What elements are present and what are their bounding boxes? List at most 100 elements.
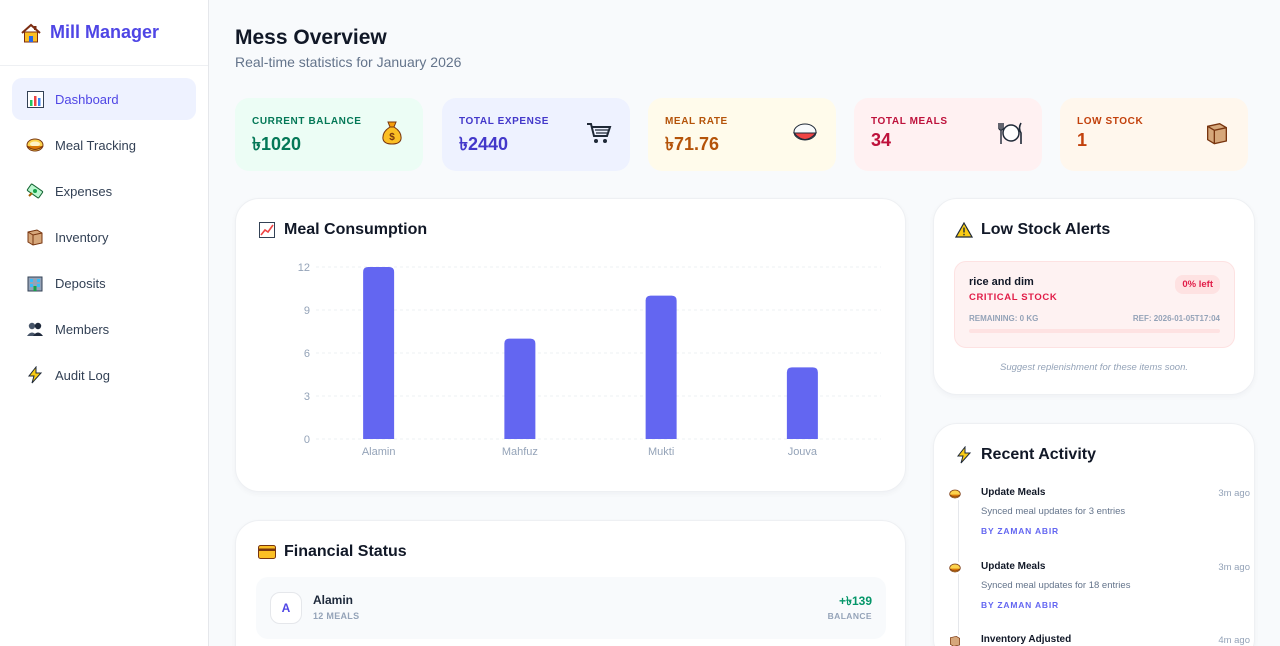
low-stock-hint: Suggest replenishment for these items so…: [1000, 362, 1188, 373]
rice-bowl-icon: [792, 120, 818, 146]
box-icon: [26, 228, 44, 246]
cutlery-icon: [998, 120, 1024, 146]
meal-chart-title: Meal Consumption: [284, 221, 428, 238]
bar-mahfuz[interactable]: [504, 338, 536, 439]
y-tick-label: 6: [304, 348, 310, 360]
stat-value: 1: [1077, 130, 1088, 150]
money-icon: [26, 182, 44, 200]
alert-meta: REMAINING: 0 KG REF: 2026-01-05T17:04: [969, 314, 1220, 323]
stat-card-current-balance: Current Balance ৳1020 $: [235, 98, 423, 171]
sidebar-item-label: Members: [55, 321, 110, 337]
box-icon: [1204, 120, 1230, 146]
stat-value: ৳2440: [459, 134, 509, 154]
member-meals: 12 MEALS: [313, 611, 360, 621]
bank-icon: [26, 274, 44, 292]
stat-label: Current Balance: [252, 116, 362, 127]
activity-title: Update Meals: [981, 487, 1046, 498]
people-icon: [26, 320, 44, 338]
sidebar-item-audit-log[interactable]: Audit Log: [12, 354, 196, 396]
sidebar-nav: Dashboard Meal Tracking Expenses Invento…: [0, 66, 208, 396]
svg-text:$: $: [389, 132, 395, 143]
sidebar-item-members[interactable]: Members: [12, 308, 196, 350]
bar-alamin[interactable]: [363, 267, 395, 439]
sidebar-item-label: Audit Log: [55, 367, 110, 383]
page-subtitle: Real-time statistics for January 2026: [235, 54, 462, 70]
sidebar-item-label: Expenses: [55, 183, 113, 199]
stat-card-low-stock: Low Stock 1: [1060, 98, 1248, 171]
activity-desc: Synced meal updates for 18 entries: [981, 580, 1131, 591]
x-tick-label: Alamin: [362, 446, 396, 458]
stat-label: Meal Rate: [665, 116, 728, 127]
activity-desc: Synced meal updates for 3 entries: [981, 506, 1126, 517]
credit-card-icon: [258, 543, 276, 561]
y-tick-label: 3: [304, 391, 310, 403]
brand-title: Mill Manager: [50, 22, 160, 42]
recent-activity-card: Recent Activity Update Meals 3m ago Sync…: [933, 423, 1255, 646]
sidebar-item-label: Deposits: [55, 275, 106, 291]
sidebar-item-meal-tracking[interactable]: Meal Tracking: [12, 124, 196, 166]
sidebar-item-label: Meal Tracking: [55, 137, 136, 153]
food-bowl-icon: [948, 561, 962, 575]
x-tick-label: Mukti: [648, 446, 674, 458]
house-icon: [20, 22, 42, 44]
stat-value: ৳71.76: [665, 134, 720, 154]
bar-mukti[interactable]: [645, 295, 677, 439]
alert-item-name: rice and dim: [969, 276, 1034, 288]
stat-card-total-expense: Total Expense ৳2440: [442, 98, 630, 171]
sidebar-item-expenses[interactable]: Expenses: [12, 170, 196, 212]
meal-bar-chart: 0 3 6 9 12 Alamin Mahfuz Mukti Jouva: [298, 262, 881, 458]
alert-status: CRITICAL STOCK: [969, 292, 1058, 303]
lightning-icon: [26, 366, 44, 384]
member-balance-label: BALANCE: [827, 611, 872, 621]
stock-progress-bar: [969, 329, 1220, 333]
activity-title: Update Meals: [981, 561, 1046, 572]
food-bowl-icon: [26, 136, 44, 154]
meal-consumption-card: Meal Consumption 0 3 6 9 12 Alamin Mahfuz Mukti…: [235, 198, 906, 492]
member-balance-amount: +৳139: [838, 594, 872, 608]
sidebar-item-label: Inventory: [55, 229, 109, 245]
page-title: Mess Overview: [235, 26, 387, 49]
y-tick-label: 0: [304, 434, 310, 446]
recent-activity-title: Recent Activity: [981, 446, 1096, 463]
member-name: Alamin: [313, 593, 354, 607]
activity-time: 3m ago: [1218, 562, 1250, 573]
low-stock-card: Low Stock Alerts rice and dim CRITICAL S…: [933, 198, 1255, 395]
card-title: Low Stock Alerts: [955, 221, 1110, 239]
bar-chart-icon: [26, 90, 44, 108]
money-bag-icon: $: [379, 120, 405, 146]
warning-icon: [955, 221, 973, 239]
activity-author: BY ZAMAN ABIR: [981, 600, 1059, 610]
low-stock-title: Low Stock Alerts: [981, 221, 1111, 238]
stat-label: Total Meals: [871, 116, 948, 127]
brand[interactable]: Mill Manager: [0, 0, 208, 66]
stat-label: Total Expense: [459, 116, 550, 127]
sidebar-item-inventory[interactable]: Inventory: [12, 216, 196, 258]
y-tick-label: 9: [304, 305, 310, 317]
member-balance-row[interactable]: A Alamin 12 MEALS +৳139 BALANCE: [256, 577, 886, 639]
sidebar-item-label: Dashboard: [55, 91, 119, 107]
activity-time: 4m ago: [1218, 635, 1250, 646]
sidebar: Mill Manager Dashboard Meal Tracking Exp…: [0, 0, 209, 646]
food-bowl-icon: [948, 487, 962, 501]
activity-author: BY ZAMAN ABIR: [981, 526, 1059, 536]
sidebar-item-dashboard[interactable]: Dashboard: [12, 78, 196, 120]
stat-value: 34: [871, 130, 892, 150]
x-tick-label: Mahfuz: [502, 446, 538, 458]
lightning-icon: [955, 446, 973, 464]
financial-status-card: Financial Status A Alamin 12 MEALS +৳139…: [235, 520, 906, 646]
cart-icon: [586, 120, 612, 146]
stock-percent-badge: 0% left: [1175, 275, 1220, 294]
x-tick-label: Jouva: [788, 446, 818, 458]
financial-status-title: Financial Status: [284, 543, 407, 560]
sidebar-item-deposits[interactable]: Deposits: [12, 262, 196, 304]
box-icon: [948, 634, 962, 646]
alert-remaining: REMAINING: 0 KG: [969, 314, 1039, 323]
card-title: Recent Activity: [955, 446, 1096, 464]
card-title: Financial Status: [258, 543, 407, 561]
y-tick-label: 12: [298, 262, 310, 274]
bar-jouva[interactable]: [786, 367, 818, 439]
stat-card-total-meals: Total Meals 34: [854, 98, 1042, 171]
avatar: A: [270, 592, 302, 624]
stat-card-meal-rate: Meal Rate ৳71.76: [648, 98, 836, 171]
low-stock-alert-item[interactable]: rice and dim CRITICAL STOCK 0% left REMA…: [954, 261, 1235, 348]
